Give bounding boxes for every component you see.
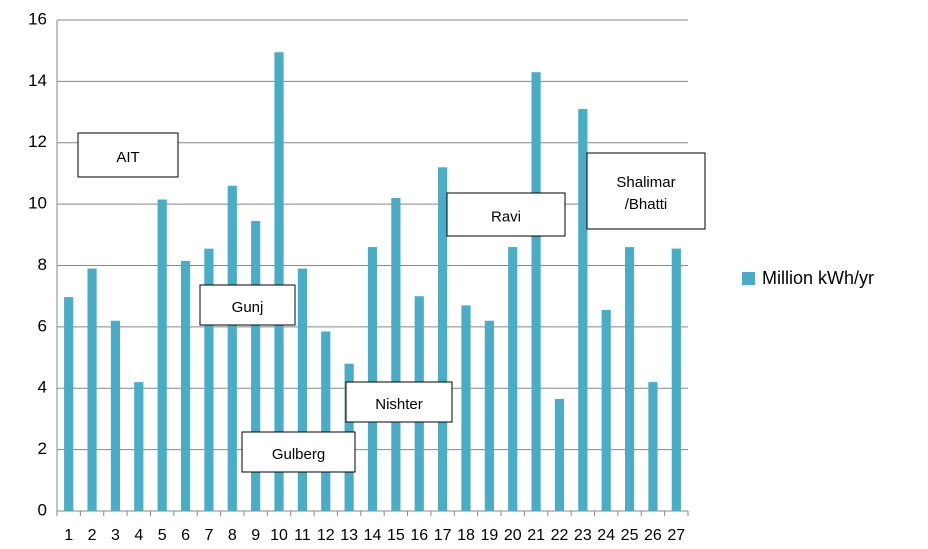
bar: [391, 197, 401, 512]
bar: [648, 382, 658, 511]
bar: [157, 199, 167, 511]
bar: [64, 297, 74, 511]
bar: [321, 331, 331, 511]
x-tick-label: 19: [480, 527, 498, 544]
annotation-text: Shalimar: [616, 174, 675, 191]
x-tick-label: 16: [410, 527, 428, 544]
x-tick-label: 3: [111, 527, 120, 544]
x-tick-label: 25: [621, 527, 639, 544]
bar: [227, 185, 237, 511]
x-tick-label: 20: [504, 527, 522, 544]
y-tick-label: 4: [38, 378, 47, 397]
annotation-box: [345, 381, 453, 423]
annotation-box: [77, 132, 179, 178]
bar: [180, 260, 191, 511]
x-tick-label: 26: [644, 527, 662, 544]
x-tick-label: 6: [181, 527, 190, 544]
legend-label: Million kWh/yr: [762, 268, 874, 288]
y-tick-label: 0: [38, 500, 47, 519]
bar: [508, 247, 518, 511]
bar: [484, 320, 494, 511]
bar: [251, 221, 261, 512]
x-tick-label: 5: [158, 527, 167, 544]
x-tick-label: 22: [551, 527, 569, 544]
bar: [274, 52, 284, 512]
bar: [531, 72, 541, 511]
x-tick-label: 4: [134, 527, 143, 544]
bar: [624, 247, 635, 511]
y-tick-label: 12: [28, 132, 47, 151]
annotation-box: [446, 192, 566, 237]
x-tick-label: 15: [387, 527, 405, 544]
x-tick-label: 11: [294, 527, 311, 544]
x-tick-label: 13: [340, 527, 358, 544]
bar: [578, 108, 588, 512]
y-tick-label: 14: [28, 71, 47, 90]
bar: [367, 247, 378, 511]
bar: [671, 248, 681, 511]
annotation-box: [241, 431, 356, 473]
x-tick-label: 2: [88, 527, 97, 544]
x-tick-label: 24: [597, 527, 615, 544]
x-tick-label: 8: [228, 527, 237, 544]
x-tick-label: 23: [574, 527, 592, 544]
x-tick-label: 14: [364, 527, 382, 544]
annotation-box: [586, 152, 706, 230]
y-tick-label: 16: [28, 9, 47, 28]
bar: [438, 167, 448, 512]
x-tick-label: 10: [270, 527, 288, 544]
x-tick-label: 18: [457, 527, 475, 544]
annotation-text: /Bhatti: [625, 196, 668, 213]
annotation-box: [199, 284, 296, 326]
y-tick-label: 6: [38, 316, 47, 335]
x-tick-label: 21: [527, 527, 545, 544]
bar: [87, 268, 97, 511]
bar: [110, 320, 121, 511]
bar: [297, 268, 307, 511]
bar: [134, 382, 144, 511]
bar: [461, 305, 471, 511]
x-tick-label: 1: [64, 527, 73, 544]
x-tick-label: 12: [317, 527, 335, 544]
annotation-text: AIT: [116, 149, 139, 166]
annotation-text: Gunj: [232, 299, 264, 316]
annotation-text: Ravi: [491, 208, 521, 225]
bar: [601, 309, 611, 511]
x-tick-label: 17: [434, 527, 452, 544]
annotation-text: Gulberg: [272, 446, 325, 463]
x-tick-label: 9: [251, 527, 260, 544]
legend-swatch: [742, 272, 755, 285]
y-tick-label: 10: [28, 194, 47, 213]
y-tick-label: 8: [38, 255, 47, 274]
y-tick-label: 2: [38, 439, 47, 458]
x-tick-label: 7: [204, 527, 213, 544]
x-tick-label: 27: [667, 527, 685, 544]
bar: [554, 398, 565, 511]
annotation-text: Nishter: [375, 396, 423, 413]
bar: [204, 248, 214, 511]
